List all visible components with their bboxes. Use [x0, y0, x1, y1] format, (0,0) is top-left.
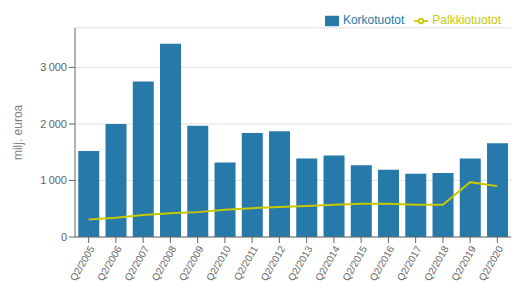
svg-text:1 000: 1 000: [40, 174, 67, 186]
svg-text:Q2/2010: Q2/2010: [204, 244, 233, 283]
svg-text:Q2/2011: Q2/2011: [232, 244, 261, 282]
svg-text:Q2/2018: Q2/2018: [422, 244, 451, 283]
svg-text:Q2/2015: Q2/2015: [340, 244, 369, 283]
svg-text:0: 0: [61, 231, 67, 243]
svg-text:Q2/2017: Q2/2017: [395, 244, 424, 283]
svg-text:Q2/2019: Q2/2019: [449, 244, 478, 283]
svg-text:Q2/2006: Q2/2006: [95, 244, 124, 283]
svg-text:Q2/2013: Q2/2013: [286, 244, 315, 283]
svg-text:Q2/2016: Q2/2016: [368, 244, 397, 283]
svg-text:Q2/2009: Q2/2009: [177, 244, 206, 283]
svg-text:3 000: 3 000: [40, 61, 67, 73]
svg-text:Q2/2007: Q2/2007: [122, 244, 151, 283]
svg-text:Q2/2005: Q2/2005: [68, 244, 97, 283]
svg-text:milj. euroa: milj. euroa: [11, 104, 25, 160]
svg-text:Q2/2012: Q2/2012: [259, 244, 288, 283]
svg-text:Q2/2008: Q2/2008: [150, 244, 179, 283]
svg-text:Q2/2014: Q2/2014: [313, 244, 342, 283]
html-text:Palkkiotuotot: Palkkiotuotot: [432, 13, 501, 27]
html-text:Korkotuotot: Korkotuotot: [342, 13, 405, 27]
svg-text:Q2/2020: Q2/2020: [477, 244, 506, 283]
svg-text:2 000: 2 000: [40, 118, 67, 130]
